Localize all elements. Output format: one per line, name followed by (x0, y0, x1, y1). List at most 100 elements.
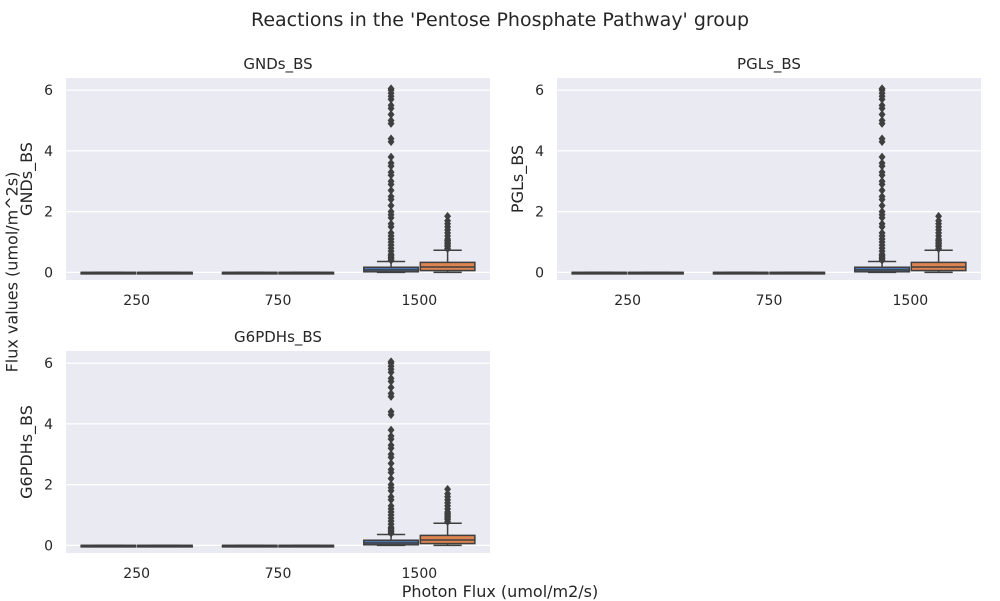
outlier-point (878, 84, 886, 94)
y-tick-label: 2 (44, 478, 53, 494)
y-tick-label: 4 (535, 144, 544, 160)
x-tick-label: 1500 (893, 293, 929, 309)
y-tick-label: 4 (44, 417, 53, 433)
outlier-point (387, 134, 395, 144)
x-tick-label: 250 (123, 293, 150, 309)
outlier-point (444, 216, 452, 226)
outlier-point (387, 228, 395, 238)
subplot-y-label: G6PDHs_BS (17, 405, 37, 499)
outlier-point (878, 176, 886, 186)
box-750-series-2 (769, 271, 826, 275)
box-250-series-1 (571, 271, 628, 275)
outlier-point (878, 219, 886, 229)
outlier-point (878, 192, 886, 201)
subplot-y-label: GNDs_BS (17, 142, 37, 216)
outlier-point (387, 176, 395, 186)
y-tick-label: 0 (44, 538, 53, 554)
outlier-point (387, 201, 395, 210)
box-750-series-1 (221, 271, 278, 275)
x-tick-label: 750 (756, 293, 783, 309)
outlier-point (878, 201, 886, 210)
outlier-point (387, 458, 395, 468)
outlier-point (387, 100, 395, 110)
y-tick-label: 0 (535, 265, 544, 281)
outlier-point (878, 228, 886, 238)
subplot-title: GNDs_BS (243, 55, 312, 74)
box-750-series-1 (712, 271, 769, 275)
outlier-point (387, 465, 395, 474)
outlier-point (387, 389, 395, 398)
outlier-point (878, 116, 886, 125)
outlier-point (387, 407, 395, 417)
x-tick-label: 750 (265, 566, 292, 582)
box-1500-series-1 (363, 357, 420, 547)
box-250-series-2 (627, 271, 684, 275)
outlier-point (387, 167, 395, 177)
outlier-point (387, 492, 395, 502)
outlier-point (387, 152, 395, 162)
box-750-series-2 (278, 271, 335, 275)
box-250-series-2 (136, 544, 193, 548)
outlier-point (387, 207, 395, 217)
y-tick-label: 6 (44, 83, 53, 99)
outlier-point (935, 211, 943, 221)
outlier-point (387, 474, 395, 483)
plot-area (66, 78, 490, 280)
outlier-point (878, 152, 886, 162)
y-tick-label: 0 (44, 265, 53, 281)
box-1500-series-2 (910, 211, 967, 274)
box-250-series-1 (80, 544, 137, 548)
outlier-point (387, 357, 395, 367)
box-750-series-1 (221, 544, 278, 548)
x-tick-label: 250 (614, 293, 641, 309)
outlier-point (387, 185, 395, 195)
x-tick-label: 1500 (402, 293, 438, 309)
subplot-y-label: PGLs_BS (508, 145, 528, 213)
box-1500-series-1 (854, 84, 911, 274)
outlier-point (387, 425, 395, 435)
outlier-point (444, 484, 452, 494)
outlier-point (387, 501, 395, 511)
x-tick-label: 250 (123, 566, 150, 582)
outlier-point (387, 158, 395, 168)
y-tick-label: 4 (44, 144, 53, 160)
subplot-2: 0 2 4 6 250 750 1500 PGLs_BS PGLs_BS (508, 55, 981, 309)
box-250-series-1 (80, 271, 137, 275)
outlier-point (387, 116, 395, 125)
outlier-point (878, 167, 886, 177)
outlier-point (387, 440, 395, 450)
x-tick-label: 750 (265, 293, 292, 309)
subplot-1: 0 2 4 6 250 750 1500 GNDs_BS GNDs_BS (17, 55, 490, 309)
outlier-point (387, 110, 395, 119)
x-tick-label: 1500 (402, 566, 438, 582)
box-1500-series-2 (419, 211, 476, 274)
plot-area (557, 78, 981, 280)
box-250-series-2 (136, 271, 193, 275)
outlier-point (387, 373, 395, 383)
box-1500-series-2 (419, 484, 476, 547)
y-tick-label: 2 (535, 205, 544, 221)
figure-x-label: Photon Flux (umol/m2/s) (401, 582, 599, 601)
outlier-point (387, 480, 395, 490)
outlier-point (878, 110, 886, 119)
outlier-point (878, 158, 886, 168)
outlier-point (387, 192, 395, 201)
figure-title: Reactions in the 'Pentose Phosphate Path… (250, 9, 750, 31)
outlier-point (878, 185, 886, 195)
outlier-point (878, 100, 886, 110)
box-750-series-2 (278, 544, 335, 548)
outlier-point (387, 84, 395, 94)
box-1500-series-1 (363, 84, 420, 274)
plot-area (66, 351, 490, 553)
outlier-point (387, 383, 395, 392)
y-tick-label: 2 (44, 205, 53, 221)
outlier-point (444, 489, 452, 499)
subplot-3: 0 2 4 6 250 750 1500 G6PDHs_BS G6PDHs_BS (17, 328, 490, 582)
outlier-point (387, 219, 395, 229)
subplot-title: G6PDHs_BS (234, 328, 322, 347)
outlier-point (387, 431, 395, 441)
outlier-point (878, 207, 886, 217)
outlier-point (387, 449, 395, 459)
outlier-point (878, 134, 886, 144)
